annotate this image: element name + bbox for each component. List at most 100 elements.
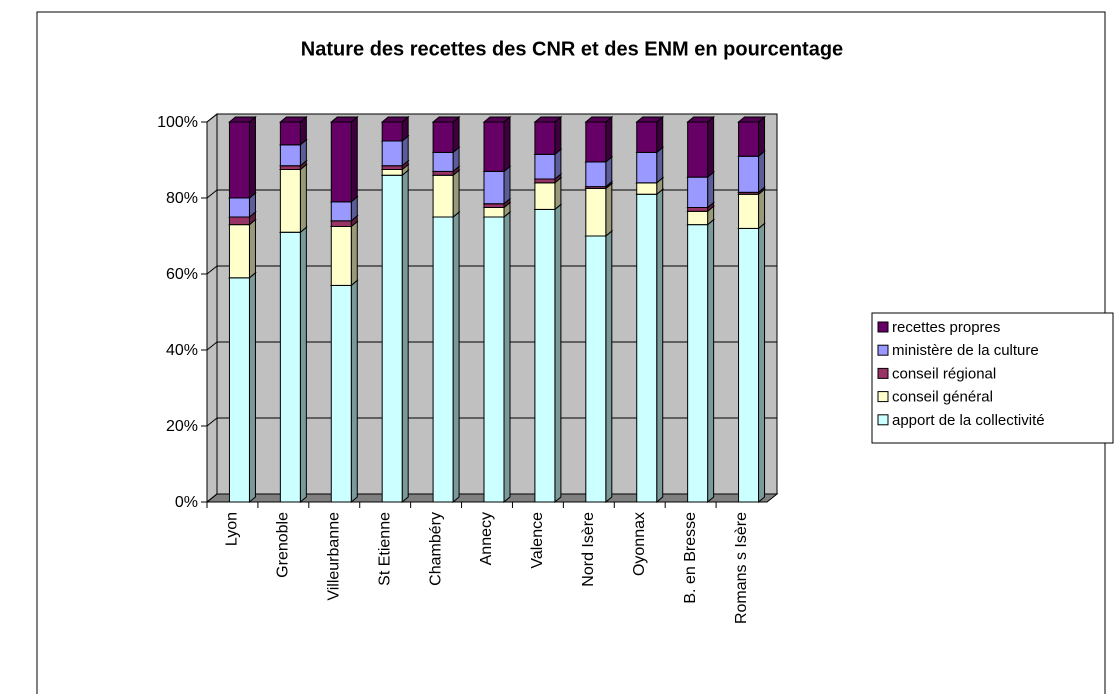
side-wall bbox=[206, 112, 218, 504]
bar-segment bbox=[228, 218, 257, 279]
bar-segment bbox=[329, 115, 359, 203]
bar-front bbox=[432, 151, 454, 172]
bar-front bbox=[228, 197, 250, 218]
bar-side bbox=[656, 115, 664, 154]
bar-top bbox=[533, 116, 563, 123]
bar-side bbox=[248, 115, 256, 200]
bar-front bbox=[687, 121, 709, 178]
bar-side bbox=[656, 188, 664, 504]
bar-front bbox=[738, 193, 760, 229]
bar-front bbox=[483, 203, 505, 208]
y-tick-label: 20% bbox=[166, 418, 198, 435]
legend-swatch bbox=[877, 391, 889, 403]
bar-front bbox=[534, 178, 556, 184]
bar-side bbox=[452, 115, 460, 154]
grid-line bbox=[206, 113, 777, 123]
bar-side bbox=[758, 115, 766, 158]
bar-front bbox=[432, 216, 454, 503]
bar-segment bbox=[635, 115, 665, 154]
legend-label: conseil régional bbox=[892, 365, 996, 382]
chart-title: Nature des recettes des CNR et des ENM e… bbox=[301, 38, 843, 60]
y-tick-label: 40% bbox=[166, 342, 198, 359]
bar-front bbox=[381, 169, 403, 176]
bar-side bbox=[554, 203, 562, 504]
bar-front bbox=[738, 227, 760, 503]
x-tick-label: Oyonnax bbox=[631, 512, 648, 576]
bar-segment bbox=[329, 220, 359, 287]
x-tick-label: St Etienne bbox=[376, 512, 393, 586]
bar-segment bbox=[380, 115, 410, 143]
bar-segment bbox=[686, 171, 716, 209]
bar-side bbox=[554, 115, 562, 156]
bar-front bbox=[585, 161, 607, 188]
bar-side bbox=[299, 226, 307, 504]
bar-segment bbox=[635, 188, 665, 504]
bar-segment bbox=[228, 191, 257, 219]
bar-segment bbox=[737, 222, 766, 504]
bar-top bbox=[431, 116, 461, 123]
y-tick-label: 100% bbox=[157, 114, 198, 131]
bar-side bbox=[503, 115, 511, 173]
bar-front bbox=[585, 121, 607, 163]
x-tick-label: Nord Isère bbox=[580, 512, 597, 587]
bar-front bbox=[330, 226, 352, 286]
x-tick-label: Grenoble bbox=[275, 512, 292, 578]
bar-front bbox=[687, 210, 709, 226]
bar-side bbox=[707, 218, 715, 504]
bar-side bbox=[503, 210, 511, 504]
bar-front bbox=[330, 121, 352, 203]
legend-swatch bbox=[877, 344, 889, 356]
bar-front bbox=[585, 188, 607, 237]
bar-side bbox=[605, 229, 613, 504]
bar-segment bbox=[228, 115, 257, 200]
legend-swatch bbox=[877, 321, 889, 333]
bar-side bbox=[401, 169, 409, 504]
bar-segment bbox=[482, 115, 512, 173]
bar-front bbox=[279, 231, 301, 503]
bar-segment bbox=[278, 115, 308, 146]
legend-label: apport de la collectivité bbox=[892, 412, 1045, 429]
bar-segment bbox=[431, 169, 461, 219]
bar-front bbox=[228, 216, 250, 226]
legend-label: conseil général bbox=[892, 389, 993, 406]
bar-side bbox=[707, 171, 715, 209]
x-tick-label: Villeurbanne bbox=[325, 512, 342, 601]
bar-front bbox=[687, 224, 709, 503]
bar-segment bbox=[737, 115, 766, 158]
bar-front bbox=[279, 144, 301, 167]
legend-swatch bbox=[877, 367, 889, 379]
bar-side bbox=[248, 271, 256, 504]
bar-side bbox=[452, 210, 460, 504]
bar-segment bbox=[584, 115, 614, 163]
bar-side bbox=[248, 218, 256, 279]
bar-front bbox=[279, 121, 301, 146]
y-tick-label: 80% bbox=[166, 190, 198, 207]
bar-side bbox=[758, 222, 766, 504]
legend-label: recettes propres bbox=[892, 319, 1000, 336]
bar-front bbox=[534, 121, 556, 155]
bar-front bbox=[381, 140, 403, 167]
bar-front bbox=[381, 121, 403, 142]
bar-segment bbox=[380, 169, 410, 504]
bar-segment bbox=[533, 115, 563, 156]
bar-front bbox=[738, 155, 760, 193]
x-tick-label: Lyon bbox=[224, 512, 241, 546]
bar-segment bbox=[278, 226, 308, 504]
bar-segment bbox=[737, 188, 766, 230]
bar-top bbox=[278, 116, 308, 123]
bar-front bbox=[483, 121, 505, 172]
bar-side bbox=[605, 182, 613, 238]
x-tick-label: Annecy bbox=[478, 512, 495, 565]
bar-side bbox=[350, 115, 358, 203]
bar-segment bbox=[431, 115, 461, 154]
bar-side bbox=[350, 220, 358, 287]
bar-segment bbox=[584, 182, 614, 238]
bar-front bbox=[432, 174, 454, 218]
bar-front bbox=[381, 165, 403, 170]
bar-segment bbox=[431, 210, 461, 504]
bar-front bbox=[279, 165, 301, 170]
bar-front bbox=[330, 284, 352, 503]
bar-front bbox=[687, 207, 709, 212]
bar-segment bbox=[686, 218, 716, 504]
